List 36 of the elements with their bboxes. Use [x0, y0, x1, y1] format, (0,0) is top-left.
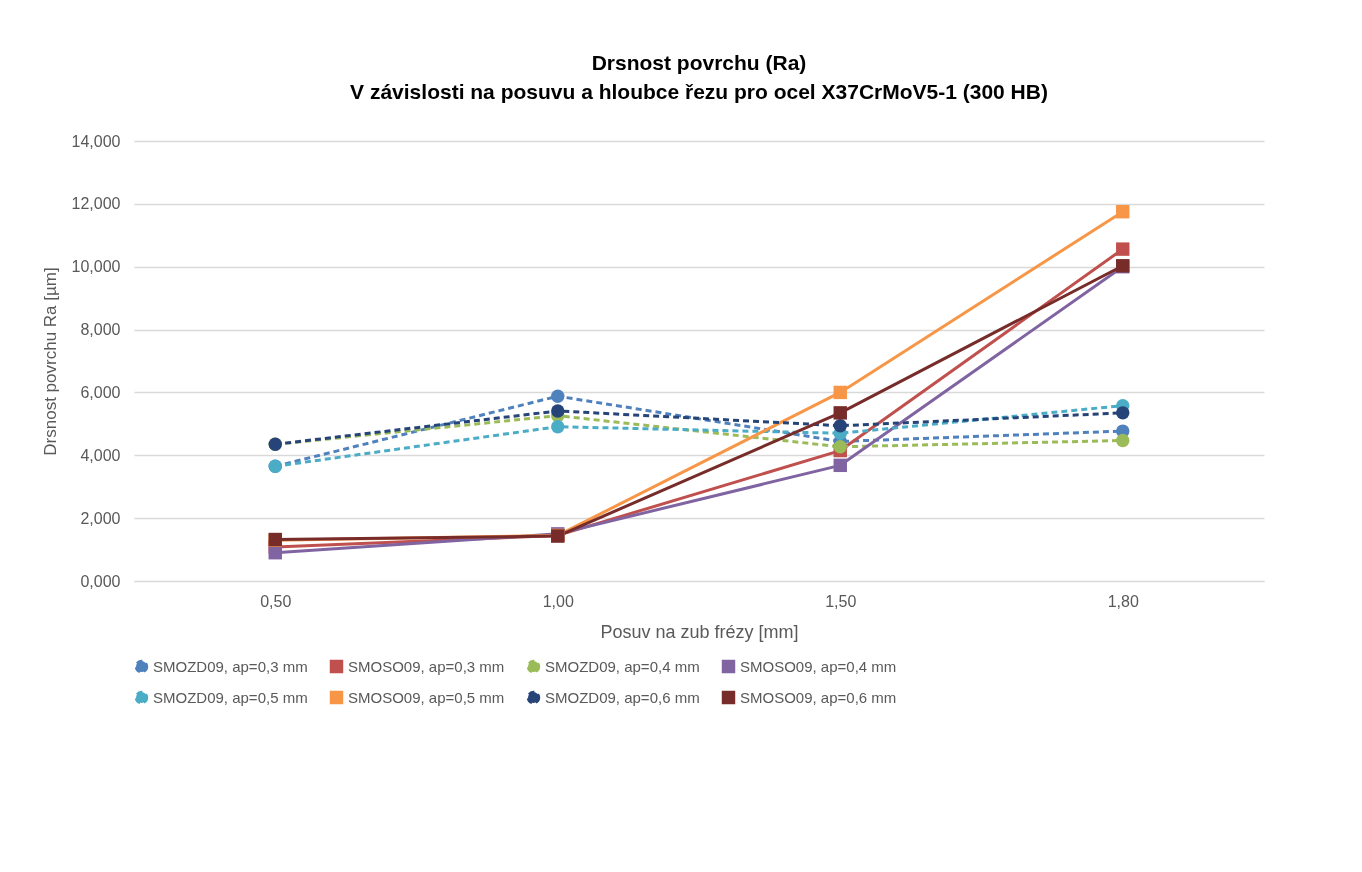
point	[1116, 433, 1130, 448]
legend-label: SMOSO09, ap=0,5 mm	[348, 688, 505, 706]
y-axis-title: Drsnost povrchu Ra [µm]	[40, 267, 60, 456]
point	[833, 406, 847, 420]
point	[833, 458, 847, 473]
y-tick-label: 6,000	[80, 383, 121, 401]
legend-label: SMOSO09, ap=0,6 mm	[740, 688, 897, 706]
x-tick-label: 1,80	[1107, 592, 1139, 610]
legend-label: SMOZD09, ap=0,4 mm	[545, 657, 700, 675]
x-tick-label: 1,00	[542, 592, 574, 610]
legend-label: SMOSO09, ap=0,4 mm	[740, 657, 897, 675]
y-tick-label: 2,000	[80, 509, 121, 527]
legend-label: SMOSO09, ap=0,3 mm	[348, 657, 505, 675]
y-tick-label: 14,000	[71, 132, 121, 150]
point	[551, 404, 565, 418]
point	[551, 419, 565, 434]
y-tick-label: 12,000	[71, 195, 121, 213]
x-axis-title: Posuv na zub frézy [mm]	[600, 621, 799, 642]
point	[1116, 205, 1130, 219]
point	[1116, 406, 1130, 420]
y-tick-label: 0,000	[80, 572, 121, 590]
y-tick-label: 10,000	[71, 258, 121, 276]
x-tick-label: 0,50	[260, 592, 292, 610]
point	[1116, 242, 1130, 256]
point	[833, 419, 847, 433]
legend-label: SMOZD09, ap=0,3 mm	[153, 657, 308, 675]
point	[833, 385, 847, 400]
legend-label: SMOZD09, ap=0,5 mm	[153, 688, 308, 706]
y-tick-label: 4,000	[80, 446, 121, 464]
chart-title: Drsnost povrchu (Ra)	[591, 51, 807, 74]
legend-label: SMOZD09, ap=0,6 mm	[545, 688, 700, 706]
point	[551, 389, 565, 403]
x-tick-label: 1,50	[825, 592, 857, 610]
chart-subtitle: V závislosti na posuvu a hloubce řezu pro ocel X37CrMoV5-1 (300 HB)	[350, 80, 1048, 103]
y-tick-label: 8,000	[80, 321, 121, 339]
point	[833, 440, 847, 454]
